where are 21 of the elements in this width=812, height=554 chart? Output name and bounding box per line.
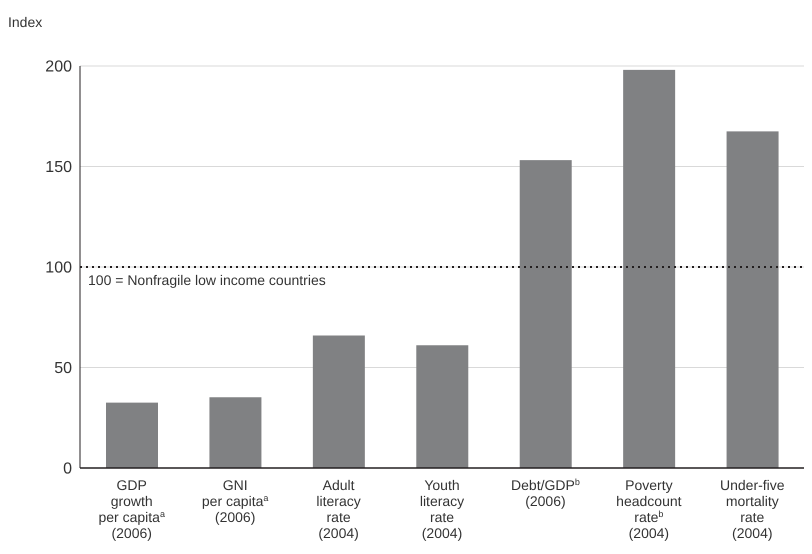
bar	[209, 397, 262, 468]
y-tick-label: 50	[54, 360, 72, 378]
x-tick-label: Adult literacy rate (2004)	[316, 477, 361, 541]
bar	[726, 131, 779, 468]
y-tick-label: 200	[45, 58, 72, 76]
x-tick-label: GDP growth per capita$^{a}$ (2006)	[98, 477, 165, 541]
bar	[623, 70, 676, 468]
x-tick-label: GNI per capita$^{a}$ (2006)	[202, 477, 268, 525]
bar	[312, 336, 365, 468]
x-tick-label: Youth literacy rate (2004)	[420, 477, 464, 541]
bar	[520, 160, 572, 468]
y-axis-title: Index	[8, 14, 42, 30]
x-tick-label: Poverty headcount rate$^{b}$ (2004)	[616, 477, 682, 541]
y-tick-label: 0	[63, 460, 72, 478]
category-label: Debt/GDP$^{b}$ (2006)	[511, 477, 580, 509]
ref-line-label: 100 = Nonfragile low income countries	[88, 272, 326, 288]
y-tick-label: 100	[45, 260, 72, 277]
bar	[106, 402, 158, 468]
y-tick-label: 150	[45, 159, 72, 176]
x-tick-label: Under-five mortality rate (2004)	[720, 477, 785, 541]
bar	[416, 345, 468, 468]
